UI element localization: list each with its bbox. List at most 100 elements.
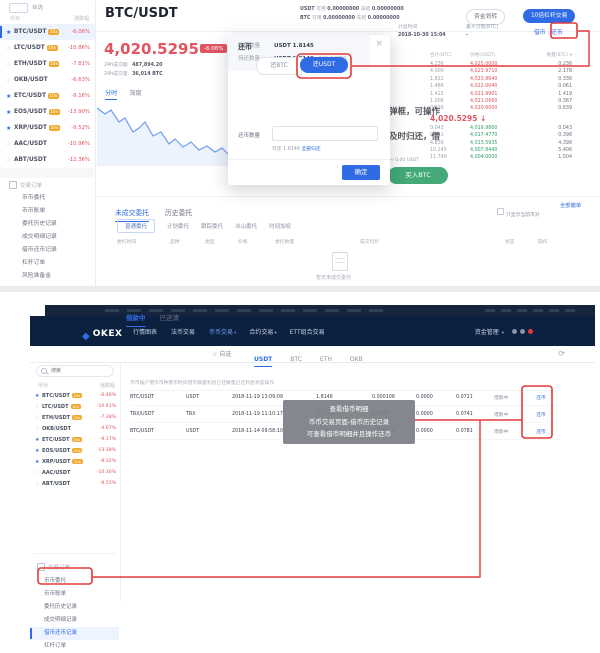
okex-logo[interactable]: OKEX xyxy=(82,324,122,343)
ask-row[interactable]: 4.000 4,023.9710 2.178 xyxy=(430,68,572,75)
transfer-button[interactable]: 资金划转 xyxy=(466,9,506,25)
orders-menu-item[interactable]: 借币还币记录 xyxy=(22,247,57,253)
quote-subtab[interactable]: BTC xyxy=(290,356,302,363)
pair-list-item[interactable]: ☆ ETH/USDT 10x -7.81% xyxy=(0,56,95,72)
pair-list-item[interactable]: ☆ LTC/USDT 10x -10.41% xyxy=(30,401,120,412)
pair-list-item[interactable]: ☆ ABT/USDT -9.55% xyxy=(30,478,120,489)
pair-list-item[interactable]: ☆ AAC/USDT -10.96% xyxy=(0,136,95,152)
bid-row[interactable]: 4.839 4,013.5935 4.398 xyxy=(430,140,572,147)
orders-menu-item[interactable]: 币币委托 xyxy=(44,578,67,584)
ask-row[interactable]: 4.236 4,025.0000 0.236 xyxy=(430,61,572,68)
repay-link[interactable]: 还币 xyxy=(551,30,563,36)
favorite-star-icon[interactable]: ☆ xyxy=(35,403,40,410)
ask-row[interactable]: 1.486 4,022.0040 0.061 xyxy=(430,83,572,90)
favorite-star-icon[interactable]: ★ xyxy=(6,28,12,36)
favorites-subtab[interactable]: ☆ 自选 xyxy=(212,349,231,358)
favorite-star-icon[interactable]: ★ xyxy=(35,392,40,399)
order-type-chip[interactable]: 计划委托 xyxy=(167,224,190,230)
favorite-star-icon[interactable]: ☆ xyxy=(6,60,12,68)
orders-menu-item[interactable]: 成交明细记录 xyxy=(44,617,78,623)
orders-tab[interactable]: 历史委托 xyxy=(164,209,193,217)
confirm-button[interactable]: 确定 xyxy=(342,165,380,180)
orders-menu-item[interactable]: 委托历史记录 xyxy=(22,221,57,227)
buy-button[interactable]: 买入BTC xyxy=(388,167,448,184)
quote-subtab[interactable]: OKB xyxy=(349,356,363,363)
change-column-header[interactable]: 涨跌幅 xyxy=(99,383,115,389)
favorite-star-icon[interactable]: ★ xyxy=(35,447,40,454)
borrow-link[interactable]: 借币 xyxy=(534,30,546,36)
repay-action-link[interactable]: 还币 xyxy=(536,429,546,435)
repay-amount-input[interactable] xyxy=(272,126,378,141)
orders-menu-item[interactable]: 币币账单 xyxy=(22,208,46,214)
favorite-star-icon[interactable]: ★ xyxy=(6,108,12,116)
bid-row[interactable]: 0.043 4,019.9800 0.043 xyxy=(430,125,572,132)
favorite-star-icon[interactable]: ☆ xyxy=(6,76,12,84)
pair-list-item[interactable]: ★ EOS/USDT 10x -13.90% xyxy=(0,104,95,120)
bid-row[interactable]: 10.245 4,007.8440 5.406 xyxy=(430,147,572,154)
margin-trade-button[interactable]: 10倍杠杆交易 xyxy=(523,9,576,23)
orders-menu-item[interactable]: 币币委托 xyxy=(22,195,46,201)
pair-list-item[interactable]: ★ ETC/USDT 10x -9.17% xyxy=(30,434,120,445)
pair-list-item[interactable]: ☆ ABT/USDT -12.36% xyxy=(0,152,95,168)
orders-menu-item[interactable]: 风险准备金 xyxy=(22,273,51,279)
favorite-star-icon[interactable]: ☆ xyxy=(6,44,12,52)
pair-list-item[interactable]: ★ XRP/USDT 10x -9.52% xyxy=(0,120,95,136)
favorite-star-icon[interactable]: ★ xyxy=(35,458,40,465)
repay-usdt-toggle[interactable]: 还USDT xyxy=(300,57,348,73)
nav-menu-item[interactable]: 行情图表 xyxy=(133,327,158,336)
bid-row[interactable]: 0.441 4,017.4770 0.398 xyxy=(430,132,572,139)
ask-row[interactable]: 1.425 4,021.9901 1.419 xyxy=(430,91,572,98)
dot-icon[interactable] xyxy=(512,328,517,334)
pair-list-item[interactable]: ★ EOS/USDT 10x -13.38% xyxy=(30,445,120,456)
close-icon[interactable]: × xyxy=(375,39,383,49)
orders-tab[interactable]: 未成交委托 xyxy=(115,207,149,222)
notification-dot-icon[interactable] xyxy=(528,328,533,334)
nav-menu-item[interactable]: 币币交易▾ xyxy=(209,327,236,336)
favorite-star-icon[interactable]: ☆ xyxy=(35,480,40,487)
favorite-star-icon[interactable]: ☆ xyxy=(6,156,12,164)
pair-list-item[interactable]: ☆ LTC/USDT 10x -10.86% xyxy=(0,40,95,56)
orders-menu-item[interactable]: 杠杆订单 xyxy=(44,643,67,649)
repay-all-link[interactable]: 全部归还 xyxy=(301,147,321,152)
repay-action-link[interactable]: 还币 xyxy=(536,412,546,418)
chart-tab[interactable]: 深度 xyxy=(129,90,142,97)
pair-list-item[interactable]: ★ BTC/USDT 10x -6.06% xyxy=(0,24,95,40)
nav-menu-item[interactable]: 法币交易 xyxy=(171,327,196,336)
repay-action-link[interactable]: 还币 xyxy=(536,395,546,401)
refresh-icon[interactable]: ⟳ xyxy=(558,349,565,358)
ask-row[interactable]: 1.006 4,021.0660 0.367 xyxy=(430,98,572,105)
orders-menu-item[interactable]: 杠杆订单 xyxy=(22,260,46,266)
filter-label[interactable]: 只显示当前币对 xyxy=(506,213,540,218)
pair-list-item[interactable]: ★ XRP/USDT 10x -9.32% xyxy=(30,456,120,467)
pair-list-item[interactable]: ★ BTC/USDT 10x -6.46% xyxy=(30,390,120,401)
bid-row[interactable]: 11.749 4,004.0000 1.504 xyxy=(430,154,572,161)
borrow-status-tab[interactable]: 已还清 xyxy=(159,314,180,322)
chart-tab[interactable]: 分时 xyxy=(105,88,118,100)
dot-icon[interactable] xyxy=(520,328,525,334)
nav-menu-item[interactable]: 合约交易▾ xyxy=(249,327,276,336)
favorite-star-icon[interactable]: ☆ xyxy=(6,140,12,148)
favorite-star-icon[interactable]: ☆ xyxy=(35,414,40,421)
order-type-chip[interactable]: 跟踪委托 xyxy=(201,224,224,230)
favorite-star-icon[interactable]: ★ xyxy=(35,436,40,443)
quote-subtab[interactable]: ETH xyxy=(319,356,332,363)
orders-menu-item[interactable]: 委托历史记录 xyxy=(44,604,78,610)
funds-menu[interactable]: 资金管理 ▾ xyxy=(475,327,504,336)
nav-menu-item[interactable]: ETT组合交易 xyxy=(290,327,326,336)
orders-menu-item[interactable]: 币币账单 xyxy=(44,591,67,597)
ask-row[interactable]: 1.822 4,023.8640 0.336 xyxy=(430,76,572,83)
order-type-chip[interactable]: 普通委托 xyxy=(117,219,156,233)
pair-list-item[interactable]: ☆ ETH/USDT 10x -7.38% xyxy=(30,412,120,423)
orders-menu-item[interactable]: 借币还币记录 xyxy=(30,627,119,640)
change-column-header[interactable]: 涨跌幅 xyxy=(73,16,89,22)
quote-subtab[interactable]: USDT xyxy=(254,356,273,367)
checkbox-icon[interactable] xyxy=(497,208,504,215)
favorite-star-icon[interactable]: ★ xyxy=(6,92,12,100)
orders-menu-item[interactable]: 成交明细记录 xyxy=(22,234,57,240)
search-input[interactable] xyxy=(36,365,114,377)
pair-list-item[interactable]: ☆ OKB/USDT -6.63% xyxy=(0,72,95,88)
pair-list-item[interactable]: ☆ OKB/USDT -4.67% xyxy=(30,423,120,434)
favorite-star-icon[interactable]: ☆ xyxy=(35,425,40,432)
borrow-status-tab[interactable]: 借款中 xyxy=(126,312,146,327)
favorites-label[interactable]: 自选 xyxy=(32,5,44,11)
